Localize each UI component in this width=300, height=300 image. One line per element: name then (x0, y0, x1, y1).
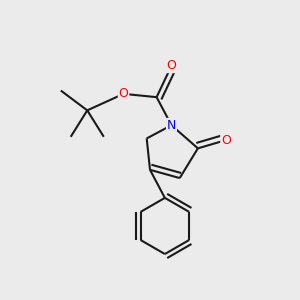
Text: O: O (118, 87, 128, 101)
Text: N: N (167, 119, 176, 132)
Text: O: O (221, 134, 231, 147)
Text: O: O (167, 59, 176, 72)
